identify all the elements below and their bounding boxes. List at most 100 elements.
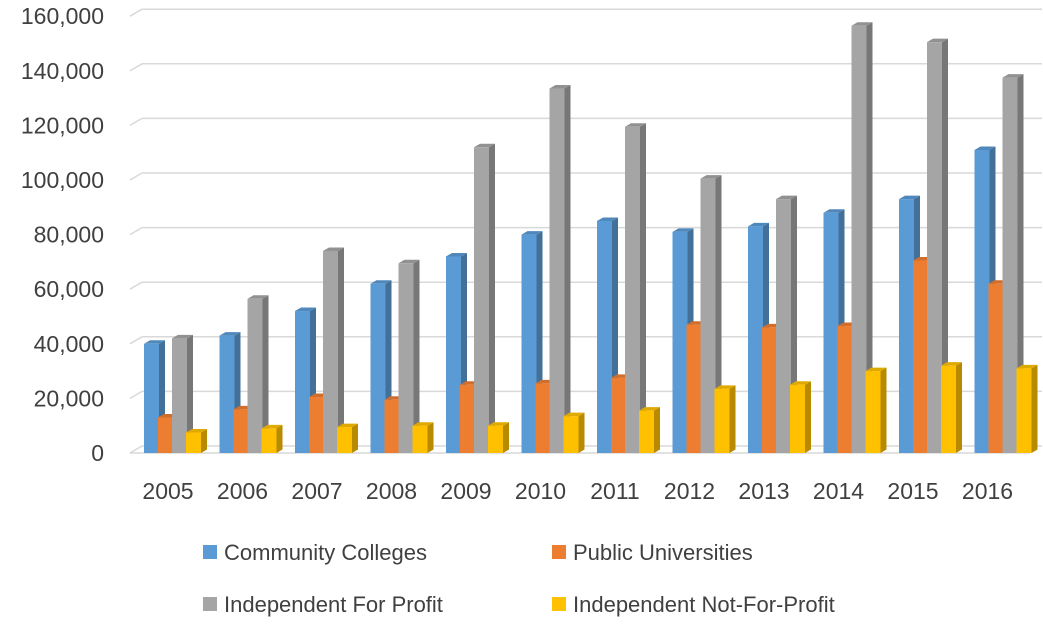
x-tick-label: 2006	[217, 478, 268, 504]
bar-side	[427, 422, 434, 453]
legend-item: Public Universities	[552, 540, 753, 565]
bar-front	[370, 283, 386, 453]
bar-front	[384, 399, 400, 453]
bar	[549, 85, 571, 454]
bar-front	[927, 42, 942, 453]
bar-top	[714, 385, 736, 389]
x-tick-label: 2014	[813, 478, 864, 504]
bar	[247, 295, 269, 453]
bar-front	[549, 88, 565, 454]
bar	[563, 412, 585, 453]
bar-front	[639, 410, 654, 453]
y-tick-label: 140,000	[21, 58, 104, 84]
x-tick-label: 2012	[664, 478, 715, 504]
legend-item: Community Colleges	[203, 540, 427, 565]
bar-front	[941, 365, 956, 453]
bar-side	[880, 367, 887, 453]
bar-front	[474, 147, 489, 454]
x-tick-label: 2011	[590, 478, 639, 504]
bar-side	[338, 247, 344, 453]
bar	[1002, 74, 1024, 453]
x-tick-label: 2009	[440, 478, 491, 504]
bar-top	[974, 146, 996, 150]
bar-front	[247, 298, 263, 453]
legend-swatch	[552, 545, 566, 559]
bar-side	[942, 38, 948, 453]
bar-front	[295, 311, 310, 453]
gridline-depth	[129, 226, 143, 236]
bar	[941, 362, 962, 453]
bar	[639, 407, 660, 453]
bar-front	[233, 409, 249, 453]
bar-top	[488, 422, 509, 426]
bar-top	[941, 362, 962, 366]
legend-label: Public Universities	[573, 540, 753, 565]
legend-swatch	[203, 597, 217, 611]
bar-side	[866, 22, 873, 453]
gridline-depth	[129, 117, 143, 127]
y-tick-label: 120,000	[21, 112, 104, 138]
bar-front	[158, 417, 173, 453]
bar-front	[398, 263, 414, 453]
bar-front	[762, 327, 777, 453]
gridlines	[129, 8, 1042, 454]
bar-top	[865, 367, 887, 372]
bar-side	[413, 259, 420, 453]
gridline-depth	[129, 172, 143, 181]
bar-front	[261, 428, 277, 453]
bar-top	[144, 340, 165, 344]
bar-top	[899, 195, 920, 200]
gridline-depth	[129, 445, 143, 454]
bar-side	[276, 424, 283, 453]
y-tick-label: 0	[91, 440, 104, 466]
bar-top	[398, 259, 420, 264]
bar-front	[700, 178, 716, 453]
bar-side	[640, 123, 646, 453]
bar-side	[352, 423, 358, 453]
bar-top	[1002, 74, 1024, 78]
bar-side	[187, 334, 193, 453]
bar-front	[851, 25, 867, 453]
bar	[323, 247, 344, 453]
bar	[412, 422, 434, 453]
bar	[927, 38, 948, 453]
bar-front	[899, 199, 914, 453]
gridline-depth	[129, 336, 143, 345]
legend-swatch	[552, 597, 566, 611]
legend-item: Independent Not-For-Profit	[552, 592, 835, 617]
y-tick-label: 160,000	[21, 3, 104, 29]
bar	[474, 143, 495, 454]
bar-front	[625, 126, 640, 453]
x-axis-ticks: 2005 2006 2007 2008 2009 2010 2011 2012 2013 2014…	[142, 478, 1013, 504]
bar-top	[597, 217, 618, 221]
bar-front	[186, 432, 201, 453]
bar	[865, 367, 887, 453]
bar-top	[337, 423, 358, 428]
y-tick-label: 60,000	[34, 276, 104, 302]
bar	[1016, 364, 1038, 453]
bar-front	[913, 260, 928, 453]
bar-front	[460, 384, 475, 453]
bar-front	[412, 425, 428, 453]
bar-top	[639, 407, 660, 411]
bar-front	[446, 256, 461, 453]
y-tick-label: 100,000	[21, 167, 104, 193]
bar-top	[776, 195, 797, 200]
bar-top	[219, 332, 241, 336]
bar-top	[172, 334, 193, 339]
bar-side	[262, 295, 269, 453]
bar-top	[790, 381, 811, 385]
bar	[337, 423, 358, 453]
bar-top	[927, 38, 948, 43]
bar-front	[563, 416, 579, 453]
gridline-depth	[129, 281, 143, 290]
legend-item: Independent For Profit	[203, 592, 443, 617]
x-tick-label: 2005	[142, 478, 193, 504]
bar-front	[865, 371, 881, 453]
bar	[398, 259, 420, 453]
bar-side	[1017, 74, 1024, 453]
bar-front	[172, 338, 187, 453]
bar	[186, 429, 207, 453]
bar-top	[851, 22, 873, 26]
